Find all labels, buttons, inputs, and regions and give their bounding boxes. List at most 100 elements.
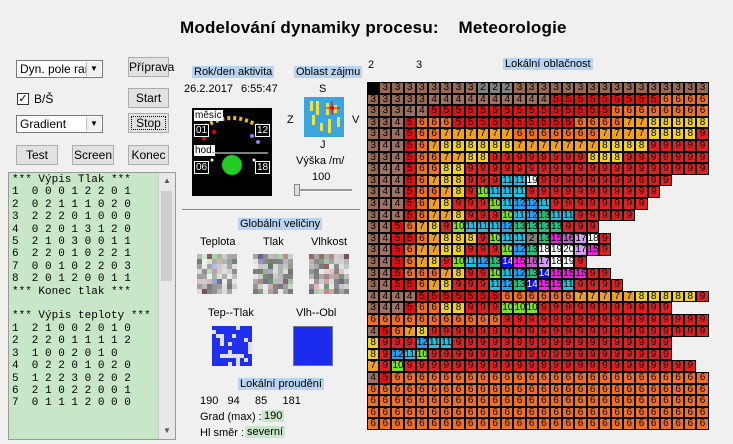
scroll-down-icon[interactable]: ▼ xyxy=(163,426,171,435)
cloud-cell: 6 xyxy=(525,372,538,384)
render-select[interactable]: Gradient ▼ xyxy=(16,115,103,133)
cloud-cell: 9 xyxy=(562,174,575,187)
noise-cell xyxy=(207,279,212,284)
height-slider-track[interactable] xyxy=(296,189,352,192)
cloud-cell: 9 xyxy=(550,337,563,349)
cloud-cell: 9 xyxy=(598,232,611,245)
cloud-cell: 8 xyxy=(647,128,660,140)
cloud-cell: 9 xyxy=(659,140,672,152)
listing-line: 1 0 0 0 1 2 2 0 1 xyxy=(12,186,131,199)
cloud-cell: 6 xyxy=(428,383,441,396)
end-button[interactable]: Konec xyxy=(128,145,169,165)
cloud-cell: 11 xyxy=(501,174,514,187)
cloud-cell: 6 xyxy=(611,406,624,419)
cloud-cell: 9 xyxy=(611,163,624,175)
cloud-cell: 9 xyxy=(489,244,502,256)
cloud-cell: 6 xyxy=(415,151,428,164)
cloud-cell: 7 xyxy=(452,151,465,164)
cloud-cell: 9 xyxy=(464,348,477,361)
cloud-cell: 9 xyxy=(574,198,587,210)
noise-cell xyxy=(217,264,222,269)
noise-cell xyxy=(344,284,349,289)
cloud-cell: 8 xyxy=(440,244,453,256)
listbox-scrollbar[interactable]: ▲ ▼ xyxy=(158,173,175,439)
noise-cell xyxy=(268,274,273,279)
cloud-cell: 6 xyxy=(464,372,477,384)
cloud-cell: 7 xyxy=(428,174,441,187)
cloud-cell: 4 xyxy=(379,209,392,222)
grad-value: 190 xyxy=(262,410,285,422)
cloud-cell: 6 xyxy=(415,232,428,245)
listing-line: 5 1 2 2 3 0 2 0 2 xyxy=(12,372,131,385)
area-minimap[interactable] xyxy=(304,97,344,137)
cloud-cell: 6 xyxy=(696,93,709,106)
noise-cell xyxy=(278,274,283,279)
minimap-graphic xyxy=(304,97,344,137)
cloud-cell: 7 xyxy=(623,128,636,140)
noise-cell xyxy=(339,284,344,289)
cloud-cell: 6 xyxy=(562,395,575,407)
scroll-thumb[interactable] xyxy=(161,191,172,281)
cloud-cell: 6 xyxy=(428,418,441,430)
cloud-cell: 3 xyxy=(367,151,380,164)
test-button[interactable]: Test xyxy=(16,145,58,165)
cloud-cell: 7 xyxy=(598,290,611,303)
cloud-cell: 6 xyxy=(379,406,392,419)
cloud-cell: 6 xyxy=(415,267,428,280)
cloud-cell: 9 xyxy=(635,302,648,314)
start-button[interactable]: Start xyxy=(128,88,169,108)
cloud-cell: 9 xyxy=(659,348,672,361)
screen-button[interactable]: Screen xyxy=(72,145,114,165)
noise-cell xyxy=(253,289,258,294)
cloud-cell: 2 xyxy=(501,82,514,94)
cloud-cell: 6 xyxy=(562,128,575,140)
cloud-cell: 9 xyxy=(647,186,660,198)
cloud-cell: 8 xyxy=(452,209,465,222)
cloud-cell: 6 xyxy=(403,395,416,407)
cloud-cell: 5 xyxy=(586,105,599,117)
cloud-cell: 5 xyxy=(379,372,392,384)
scroll-up-icon[interactable]: ▲ xyxy=(163,176,171,185)
cloud-cell: 7 xyxy=(476,128,489,140)
noise-cell xyxy=(324,254,329,259)
cloud-cell: 8 xyxy=(623,140,636,152)
cloud-cell: 6 xyxy=(611,418,624,430)
cloud-cell: 9 xyxy=(562,360,575,372)
prepare-button[interactable]: Příprava xyxy=(128,57,174,77)
noise-cell xyxy=(258,259,263,264)
height-slider-thumb[interactable] xyxy=(294,184,300,196)
noise-cell xyxy=(232,279,237,284)
cloud-cell: 6 xyxy=(550,372,563,384)
cloud-cell: 6 xyxy=(501,383,514,396)
cloud-cell: 9 xyxy=(562,302,575,314)
cloud-cell: 6 xyxy=(623,383,636,396)
cloud-cell: 3 xyxy=(367,256,380,268)
cloud-cell: 5 xyxy=(464,105,477,117)
cloud-cell: 9 xyxy=(476,325,489,338)
cloud-cell: 5 xyxy=(647,93,660,106)
cloud-label: Lokální oblačnost xyxy=(503,58,593,70)
cloud-cell: 9 xyxy=(586,221,599,233)
noise-cell xyxy=(309,269,314,274)
noise-cell xyxy=(329,284,334,289)
bw-checkbox[interactable]: ✓ xyxy=(17,93,29,105)
grad-label: Grad (max) : xyxy=(200,411,262,423)
cloud-cell: 11 xyxy=(476,221,489,233)
cloud-cell: 4 xyxy=(379,279,392,291)
stop-button[interactable]: Stop xyxy=(128,113,169,133)
cloud-cell: 4 xyxy=(452,93,465,106)
cloud-cell: 9 xyxy=(598,174,611,187)
mode-select[interactable]: Dyn. pole rand ▼ xyxy=(16,60,103,78)
noise-cell xyxy=(202,254,207,259)
noise-cell xyxy=(222,274,227,279)
noise-cell xyxy=(263,254,268,259)
date-value: 26.2.2017 xyxy=(184,83,233,95)
noise-cell xyxy=(197,254,202,259)
east-label: V xyxy=(352,114,360,126)
cloud-cell: 6 xyxy=(586,372,599,384)
cloud-cell: 6 xyxy=(574,128,587,140)
noise-cell xyxy=(283,279,288,284)
cloud-cell: 4 xyxy=(391,209,404,222)
cloud-cell: 8 xyxy=(428,256,441,268)
